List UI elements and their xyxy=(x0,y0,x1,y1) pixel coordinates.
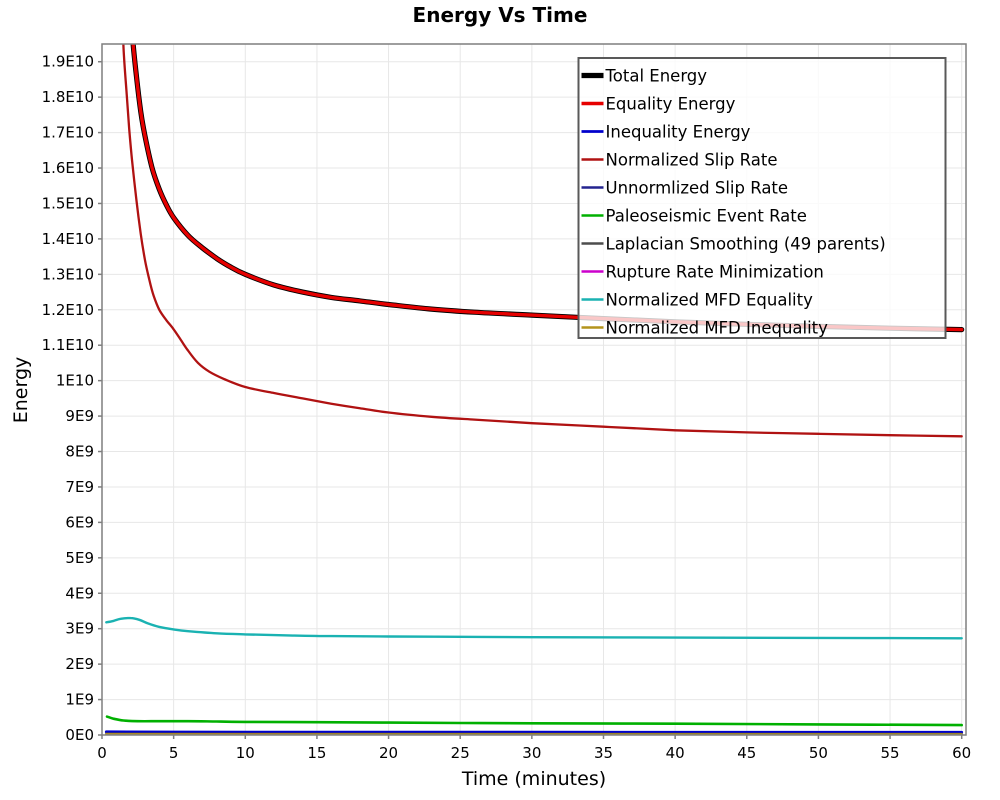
legend-item: Normalized Slip Rate xyxy=(581,151,778,170)
legend-label: Normalized MFD Inequality xyxy=(606,319,829,338)
y-tick-label: 6E9 xyxy=(65,513,94,531)
y-tick-label: 1.7E10 xyxy=(42,124,94,142)
y-tick-label: 4E9 xyxy=(65,584,94,602)
x-tick-label: 25 xyxy=(451,744,470,762)
legend-item: Normalized MFD Inequality xyxy=(581,319,829,338)
axis-ticks: 0 5 10 15 20 25 30 35 40 45 50 55 60 0E0 1E9 2E9 3E9 4E9 5… xyxy=(42,53,972,762)
legend-label: Paleoseismic Event Rate xyxy=(606,207,807,226)
plot-border xyxy=(101,43,967,736)
legend-item: Rupture Rate Minimization xyxy=(581,263,824,282)
legend-item: Laplacian Smoothing (49 parents) xyxy=(581,235,886,254)
y-tick-label: 1.8E10 xyxy=(42,88,94,106)
legend-label: Equality Energy xyxy=(606,95,736,114)
legend-item: Inequality Energy xyxy=(581,123,751,142)
legend-item: Paleoseismic Event Rate xyxy=(581,207,807,226)
x-tick-label: 50 xyxy=(809,744,828,762)
x-tick-label: 30 xyxy=(522,744,541,762)
y-tick-label: 1E9 xyxy=(65,691,94,709)
x-tick-label: 0 xyxy=(97,744,107,762)
chart-title: Energy Vs Time xyxy=(412,3,588,27)
legend-item: Normalized MFD Equality xyxy=(581,291,814,310)
y-tick-label: 1.4E10 xyxy=(42,230,94,248)
x-tick-label: 45 xyxy=(737,744,756,762)
y-tick-label: 0E0 xyxy=(65,726,94,744)
legend: Total Energy Equality Energy Inequality En… xyxy=(577,57,947,339)
legend-label: Inequality Energy xyxy=(606,123,751,142)
legend-label: Normalized Slip Rate xyxy=(606,151,778,170)
y-tick-label: 1.1E10 xyxy=(42,336,94,354)
y-tick-label: 1.9E10 xyxy=(42,53,94,71)
legend-label: Rupture Rate Minimization xyxy=(606,263,824,282)
series-line-normalized-mfd-equality xyxy=(105,616,963,640)
legend-item: Total Energy xyxy=(581,67,708,86)
x-tick-label: 15 xyxy=(307,744,326,762)
legend-label: Total Energy xyxy=(605,67,708,86)
y-tick-label: 3E9 xyxy=(65,620,94,638)
y-tick-label: 9E9 xyxy=(65,407,94,425)
x-tick-label: 10 xyxy=(236,744,255,762)
y-tick-label: 2E9 xyxy=(65,655,94,673)
y-tick-label: 1.2E10 xyxy=(42,301,94,319)
y-tick-label: 1.3E10 xyxy=(42,265,94,283)
x-tick-label: 60 xyxy=(952,744,971,762)
y-axis-title: Energy xyxy=(10,356,32,424)
y-tick-label: 1.5E10 xyxy=(42,194,94,212)
y-tick-label: 8E9 xyxy=(65,443,94,461)
y-tick-label: 1.6E10 xyxy=(42,159,94,177)
x-tick-label: 55 xyxy=(881,744,900,762)
series-line-normalized-slip-rate xyxy=(122,44,963,438)
x-tick-label: 20 xyxy=(379,744,398,762)
legend-item: Unnormlized Slip Rate xyxy=(581,179,789,198)
x-tick-label: 35 xyxy=(594,744,613,762)
x-tick-label: 5 xyxy=(169,744,179,762)
legend-box xyxy=(577,57,947,339)
x-axis-title: Time (minutes) xyxy=(461,768,607,790)
x-tick-label: 40 xyxy=(666,744,685,762)
legend-label: Unnormlized Slip Rate xyxy=(606,179,789,198)
y-tick-label: 7E9 xyxy=(65,478,94,496)
y-tick-label: 5E9 xyxy=(65,549,94,567)
legend-label: Normalized MFD Equality xyxy=(606,291,814,310)
legend-item: Equality Energy xyxy=(581,95,736,114)
y-tick-label: 1E10 xyxy=(56,372,94,390)
series-line-paleoseismic-event-rate xyxy=(105,715,963,727)
legend-label: Laplacian Smoothing (49 parents) xyxy=(606,235,886,254)
